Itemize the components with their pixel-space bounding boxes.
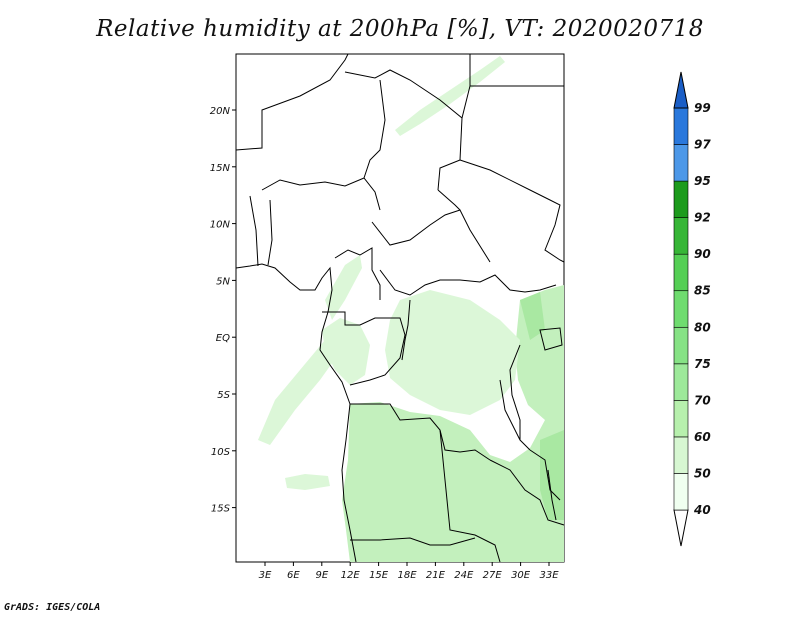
colorbar-segment	[673, 400, 689, 438]
colorbar-label: 60	[694, 430, 711, 444]
border-car-drc	[379, 269, 557, 296]
border-namibia	[350, 537, 476, 546]
humidity-streak-southwest	[258, 330, 345, 445]
humidity-region-gabon	[322, 318, 370, 385]
colorbar-segment	[673, 473, 689, 511]
colorbar: 40 50 60 70 75 80 85 90 92 95 97 99	[673, 71, 711, 547]
latitude-ticks: 20N 15N 10N 5N EQ 5S 10S 15S	[210, 106, 236, 515]
map-panel: 3E 6E 9E 12E 15E 18E 21E 24E 27E 30E 33E 20N 15N 10N…	[210, 53, 565, 581]
colorbar-label: 95	[694, 174, 711, 188]
colorbar-segment	[673, 363, 689, 401]
border-chad-car	[371, 209, 491, 263]
humidity-blob-ocean	[285, 474, 330, 490]
colorbar-label: 75	[694, 357, 711, 371]
colorbar-segment	[673, 107, 689, 145]
humidity-region-south	[342, 402, 564, 562]
colorbar-label: 70	[694, 393, 711, 407]
colorbar-lower-arrow	[673, 509, 689, 547]
humidity-patch-strong-2	[520, 292, 545, 340]
colorbar-label: 92	[694, 211, 711, 225]
border-libya-chad	[363, 79, 386, 179]
border-niger-nigeria	[261, 177, 381, 211]
lon-tick-label: 18E	[397, 570, 417, 581]
colorbar-label: 99	[694, 101, 711, 115]
colorbar-label: 97	[694, 138, 711, 152]
grads-credit: GrADS: IGES/COLA	[4, 602, 101, 613]
lon-tick-label: 33E	[539, 570, 559, 581]
border-gabon-congo	[322, 311, 406, 386]
colorbar-segment	[673, 326, 689, 365]
border-chad-sudan	[437, 189, 461, 211]
border-drc-east	[509, 344, 531, 451]
lat-tick-label: 20N	[210, 106, 231, 117]
border-ghana-togo	[249, 195, 259, 267]
humidity-streak-north	[395, 56, 505, 136]
lat-tick-label: 5S	[217, 390, 230, 401]
colorbar-segment	[673, 290, 689, 328]
colorbar-segment	[673, 144, 689, 182]
lat-tick-label: 15S	[211, 504, 231, 515]
humidity-streak-cameroon	[325, 255, 362, 320]
border-zambia-east	[489, 459, 565, 526]
colorbar-label: 50	[694, 466, 711, 480]
colorbar-segment	[673, 253, 689, 292]
lon-tick-label: 12E	[341, 570, 361, 581]
border-angola-zambia	[439, 429, 501, 563]
colorbar-label: 85	[694, 284, 711, 298]
longitude-ticks: 3E 6E 9E 12E 15E 18E 21E 24E 27E 30E 33E	[259, 562, 559, 581]
lat-tick-label: EQ	[216, 333, 230, 344]
colorbar-segment	[673, 217, 689, 255]
lon-tick-label: 6E	[287, 570, 300, 581]
lat-tick-label: 10S	[211, 447, 231, 458]
humidity-shading	[258, 56, 564, 562]
humidity-region-central	[385, 290, 520, 415]
border-congo-drc	[401, 299, 411, 361]
country-borders	[235, 53, 565, 563]
border-lake-malawi	[547, 469, 557, 521]
border-cameroon	[334, 247, 381, 300]
colorbar-label: 80	[694, 320, 711, 334]
map-title: Relative humidity at 200hPa [%], VT: 202…	[96, 16, 704, 42]
colorbar-segment	[673, 436, 689, 474]
lon-tick-label: 15E	[369, 570, 389, 581]
lon-tick-label: 21E	[426, 570, 446, 581]
lon-tick-label: 30E	[511, 570, 531, 581]
lat-tick-label: 5N	[216, 276, 230, 287]
border-sudan-south	[459, 159, 565, 263]
lon-tick-label: 9E	[315, 570, 328, 581]
lon-tick-label: 24E	[454, 570, 474, 581]
colorbar-label: 40	[693, 503, 711, 517]
lon-tick-label: 27E	[483, 570, 503, 581]
border-mali-niger	[235, 53, 349, 151]
colorbar-label: 90	[694, 247, 711, 261]
border-tanzania	[529, 449, 561, 501]
border-sudan-west	[461, 54, 471, 119]
border-nigeria-benin	[267, 199, 273, 266]
border-lake-victoria	[539, 327, 563, 351]
lon-tick-label: 3E	[259, 570, 272, 581]
colorbar-upper-arrow	[673, 71, 689, 109]
border-algeria-niger	[344, 69, 463, 191]
colorbar-segment	[673, 180, 689, 218]
lat-tick-label: 10N	[210, 220, 231, 231]
lat-tick-label: 15N	[210, 163, 231, 174]
border-lake-tanganyika	[499, 379, 521, 441]
